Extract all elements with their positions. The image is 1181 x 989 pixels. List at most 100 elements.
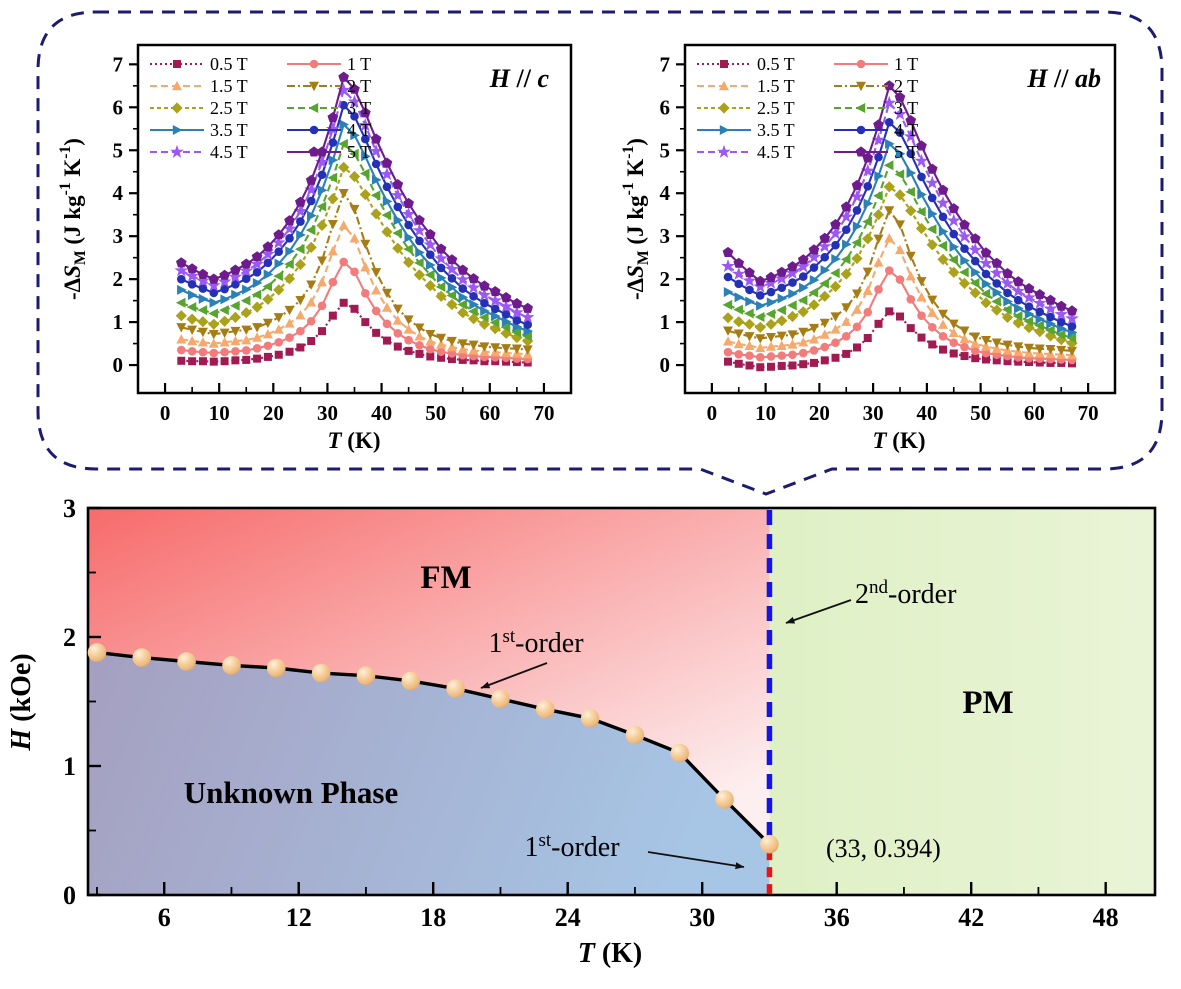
data-point (219, 337, 230, 347)
data-point (766, 287, 776, 297)
data-point (788, 278, 797, 287)
data-point (426, 259, 436, 270)
data-point (949, 349, 958, 358)
data-point (404, 335, 413, 345)
data-point (197, 268, 209, 279)
data-point (177, 284, 187, 295)
data-point (401, 207, 416, 221)
data-point (1002, 340, 1013, 351)
data-point (284, 259, 294, 270)
data-point (959, 326, 970, 336)
data-point (819, 329, 830, 339)
data-point (220, 294, 230, 305)
data-point (479, 280, 490, 291)
data-point (273, 313, 284, 323)
data-point (382, 319, 392, 329)
x-tick-label: 0 (707, 401, 718, 425)
boundary-data-point (267, 658, 286, 678)
data-point (799, 282, 809, 293)
data-point (414, 331, 425, 341)
data-point (851, 237, 862, 248)
data-point (873, 119, 884, 130)
data-point (208, 308, 218, 319)
data-point (905, 270, 916, 281)
legend-label: 2.5 T (210, 98, 248, 118)
data-point (425, 329, 436, 340)
data-point (423, 237, 438, 251)
data-point (360, 261, 371, 272)
data-point (404, 232, 415, 243)
data-point (777, 351, 787, 360)
data-point (1056, 345, 1067, 356)
data-point (455, 272, 470, 286)
data-point (722, 299, 733, 310)
series-4.5T (721, 95, 1079, 325)
data-point (970, 332, 981, 342)
data-point (294, 258, 306, 271)
data-point (820, 252, 830, 262)
data-point (186, 313, 198, 325)
data-point (371, 159, 381, 169)
data-point (209, 288, 219, 298)
data-point (906, 168, 917, 179)
data-point (252, 344, 262, 353)
data-point (820, 356, 829, 365)
data-point (883, 80, 895, 91)
data-point (992, 279, 1002, 288)
data-point (1043, 301, 1058, 315)
data-point (764, 275, 778, 289)
data-point (840, 254, 851, 265)
data-point (1012, 276, 1024, 287)
data-point (446, 298, 458, 311)
data-point (884, 206, 895, 216)
data-point (436, 333, 447, 344)
data-point (523, 320, 532, 329)
legend-label: 2.5 T (757, 98, 795, 118)
data-point (796, 259, 811, 273)
legend-marker (855, 146, 867, 157)
data-point (338, 71, 349, 82)
series-1.5T (176, 220, 533, 359)
data-point (500, 322, 511, 333)
data-point (798, 272, 808, 281)
data-point (1002, 268, 1013, 279)
data-point (338, 189, 349, 199)
data-point (969, 278, 980, 289)
data-point (756, 300, 766, 311)
data-point (873, 190, 883, 201)
data-point (392, 304, 403, 314)
legend-marker (309, 59, 319, 69)
data-point (917, 189, 927, 200)
data-point (852, 289, 862, 299)
data-point (425, 250, 435, 259)
data-point (938, 309, 948, 320)
data-point (809, 334, 819, 344)
data-point (862, 233, 874, 245)
data-point (874, 152, 883, 162)
data-point (231, 347, 240, 356)
data-point (361, 134, 370, 144)
data-point (1054, 307, 1069, 321)
data-point (1002, 304, 1012, 315)
data-point (480, 298, 489, 308)
data-point (392, 228, 402, 239)
data-point (894, 189, 906, 201)
data-point (946, 213, 961, 227)
data-point (820, 265, 831, 276)
data-point (808, 287, 819, 298)
data-point (209, 297, 220, 308)
data-point (776, 305, 786, 316)
data-point (273, 229, 285, 240)
boundary-data-point (311, 663, 331, 683)
data-point (723, 326, 733, 336)
data-point (1056, 317, 1066, 327)
data-point (466, 280, 481, 294)
boundary-data-point (356, 666, 376, 685)
data-point (1013, 342, 1024, 352)
data-point (991, 296, 1001, 307)
data-point (948, 319, 959, 330)
fm-region (88, 508, 770, 845)
data-point (841, 303, 852, 313)
data-point (905, 251, 916, 262)
